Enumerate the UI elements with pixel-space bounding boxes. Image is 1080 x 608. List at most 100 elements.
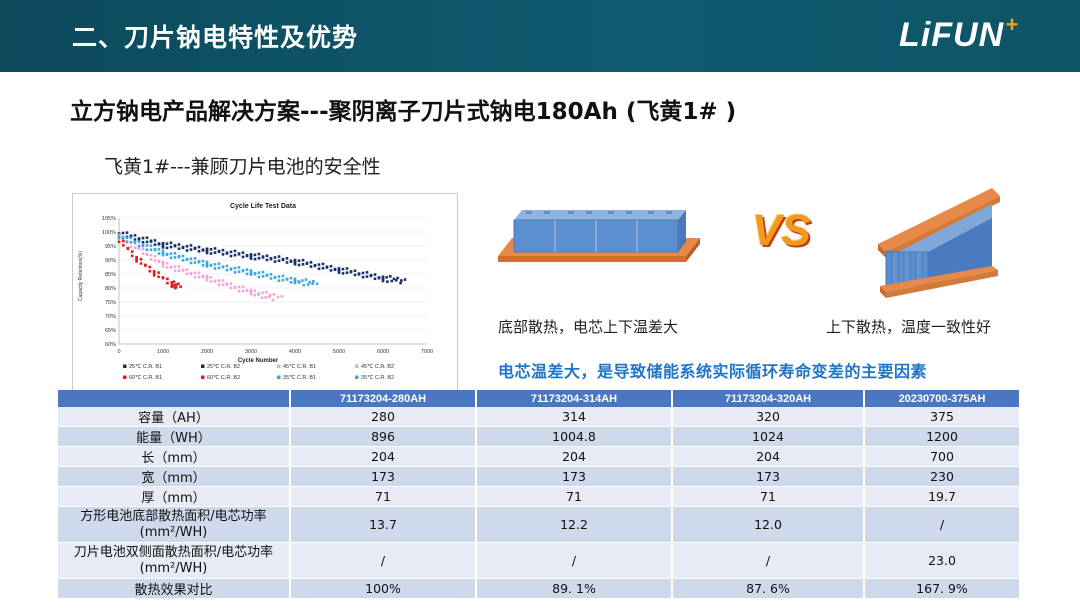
chart-point	[172, 280, 176, 283]
table-header: 71173204-280AH	[290, 390, 477, 407]
chart-point	[257, 252, 261, 256]
chart-point	[153, 248, 157, 252]
chart-point	[173, 256, 177, 259]
chart-point	[189, 248, 193, 251]
vs-text: VS	[752, 206, 811, 255]
legend-label: 45℃ C.R. B2	[361, 364, 394, 370]
chart-ytick-label: 85%	[105, 272, 116, 278]
chart-point	[177, 282, 180, 286]
chart-point	[161, 253, 165, 257]
table-cell: 19.7	[864, 486, 1021, 507]
chart-point	[181, 258, 185, 262]
table-cell: 71	[672, 486, 865, 507]
chart-point	[301, 258, 305, 262]
chart-point	[217, 283, 221, 287]
chart-point	[185, 268, 189, 272]
chart-point	[193, 275, 197, 279]
chart-point	[185, 244, 189, 248]
chart-point	[129, 235, 133, 238]
chart-point	[189, 257, 193, 261]
chart-point	[133, 234, 137, 237]
chart-point	[245, 272, 249, 276]
chart-point	[265, 274, 269, 277]
chart-point	[273, 260, 277, 263]
chart-point	[341, 267, 345, 271]
table-row: 容量（AH） 280 314 320 375	[58, 407, 1021, 427]
chart-point	[177, 247, 181, 251]
chart-point	[381, 275, 385, 279]
chart-point	[245, 254, 249, 258]
cycle-life-chart: Cycle Life Test Data Capacity Retention(…	[72, 193, 458, 392]
table-header: 71173204-320AH	[672, 390, 865, 407]
chart-point	[174, 286, 178, 289]
chart-point	[229, 282, 233, 286]
table-cell: 173	[290, 466, 477, 487]
row-label: 能量（WH）	[58, 426, 291, 447]
chart-point	[152, 272, 156, 275]
chart-point	[233, 286, 237, 290]
legend-marker	[355, 375, 359, 379]
chart-point	[233, 266, 237, 270]
chart-point	[139, 262, 143, 265]
chart-point	[172, 283, 176, 287]
chart-point	[325, 266, 329, 269]
chart-point	[205, 249, 209, 253]
chart-point	[304, 278, 308, 281]
chart-point	[253, 272, 257, 276]
chart-point	[209, 280, 213, 283]
chart-point	[137, 240, 141, 244]
table-row: 长（mm） 204 204 204 700	[58, 446, 1021, 467]
chart-point	[249, 257, 253, 260]
chart-point	[241, 269, 245, 273]
row-label: 方形电池底部散热面积/电芯功率 (mm²/WH)	[58, 506, 291, 543]
chart-point	[173, 265, 177, 268]
table-cell: 71	[290, 486, 477, 507]
table-cell: 375	[864, 407, 1021, 427]
chart-point	[137, 237, 141, 241]
chart-point	[169, 266, 173, 269]
chart-point	[313, 264, 317, 268]
legend-marker	[123, 364, 127, 368]
chart-point	[133, 241, 137, 244]
chart-point	[293, 258, 297, 262]
row-label: 散热效果对比	[58, 578, 291, 599]
legend-label: 60℃ C.R. B1	[129, 375, 162, 381]
table-cell: 320	[672, 407, 865, 427]
chart-point	[145, 236, 149, 240]
chart-point	[365, 271, 369, 274]
chart-point	[237, 266, 241, 269]
chart-point	[197, 245, 201, 249]
chart-point	[289, 276, 293, 280]
chart-series	[117, 234, 275, 302]
chart-point	[276, 295, 280, 299]
table-cell: 280	[290, 407, 477, 427]
chart-point	[161, 246, 165, 249]
legend-marker	[277, 375, 281, 379]
chart-point	[221, 248, 225, 252]
chart-point	[209, 276, 213, 279]
chart-point	[166, 281, 169, 285]
chart-point	[249, 255, 253, 258]
chart-ytick-label: 65%	[105, 328, 116, 334]
chart-point	[169, 252, 173, 255]
chart-point	[205, 276, 209, 280]
chart-point	[337, 271, 341, 274]
chart-point	[157, 275, 160, 279]
chart-point	[174, 283, 178, 286]
chart-ytick-label: 80%	[105, 286, 116, 292]
chart-point	[165, 266, 169, 269]
chart-point	[257, 256, 261, 260]
chart-point	[161, 244, 165, 247]
table-row: 宽（mm） 173 173 173 230	[58, 466, 1021, 487]
chart-point	[373, 273, 377, 276]
chart-point	[153, 259, 157, 262]
vs-badge: VS	[748, 204, 834, 260]
chart-point	[390, 279, 394, 283]
table-cell: 230	[864, 466, 1021, 487]
row-label: 刀片电池双侧面散热面积/电芯功率 (mm²/WH)	[58, 542, 291, 579]
chart-point	[153, 255, 157, 258]
chart-point	[285, 256, 289, 260]
chart-point	[129, 240, 133, 244]
chart-point	[400, 279, 403, 282]
table-cell: 1004.8	[476, 426, 673, 447]
